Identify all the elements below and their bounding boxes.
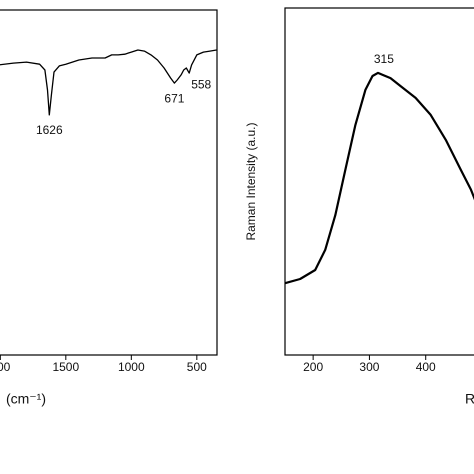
x-tick-label: 1000 xyxy=(118,360,145,374)
spectrum-line xyxy=(0,49,217,116)
x-tick-label: 1500 xyxy=(52,360,79,374)
peak-label: 1626 xyxy=(36,123,63,137)
peak-label: 315 xyxy=(374,52,394,66)
x-tick-label: 500 xyxy=(187,360,207,374)
x-tick-label: 000 xyxy=(0,360,11,374)
x-tick-label: 400 xyxy=(416,360,436,374)
plot-frame xyxy=(0,9,218,356)
y-axis-label: Raman Intensity (a.u.) xyxy=(244,122,258,240)
peak-label: 671 xyxy=(164,91,184,105)
x-tick-label: 300 xyxy=(359,360,379,374)
x-axis-label: R xyxy=(465,391,474,407)
peak-label: 558 xyxy=(191,77,211,91)
plot-frame xyxy=(284,7,474,356)
x-tick-label: 200 xyxy=(303,360,323,374)
x-axis-label: (cm⁻¹) xyxy=(6,391,46,407)
spectrum-line xyxy=(284,71,474,285)
